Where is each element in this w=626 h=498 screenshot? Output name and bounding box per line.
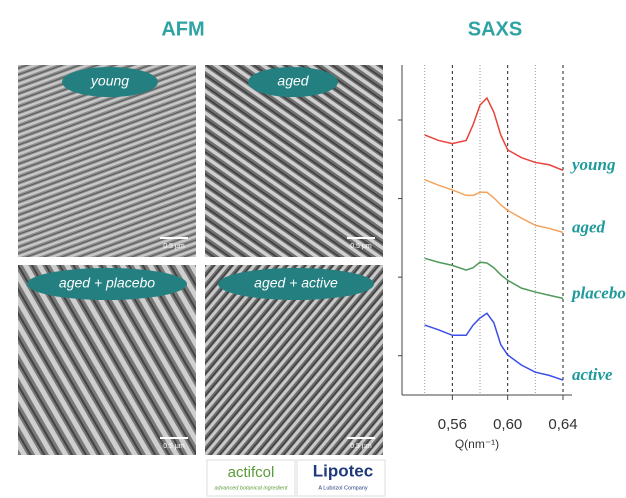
label-oval — [218, 268, 374, 300]
logo-text: Lipotec — [313, 461, 373, 480]
panel-label: young — [90, 73, 129, 89]
saxs-title: SAXS — [468, 18, 522, 40]
afm-panel: aged 0.5 µm — [205, 65, 383, 257]
label-oval — [62, 67, 158, 97]
series-line — [424, 179, 564, 234]
logo-box — [206, 459, 296, 497]
logo-box — [296, 459, 386, 497]
afm-image — [205, 65, 383, 257]
logos: actifcol advanced botanical ingredient L… — [206, 459, 386, 497]
series-label: aged — [572, 217, 606, 236]
scale-label: 0.5 µm — [163, 243, 185, 250]
afm-image — [18, 65, 196, 257]
x-tick-label: 0,56 — [438, 416, 467, 433]
label-oval — [27, 268, 187, 300]
afm-panel: young 0.5 µm — [18, 65, 196, 257]
panel-label: aged + placebo — [59, 275, 155, 291]
series-label: active — [572, 365, 613, 384]
x-tick-label: 0,60 — [493, 416, 522, 433]
panel-label: aged — [277, 73, 309, 89]
saxs-chart: 0,56 0,60 0,64 Q(nm⁻¹) young aged placebo activ… — [398, 65, 626, 451]
x-tick-label: 0,64 — [548, 416, 577, 433]
panel-label: aged + active — [254, 275, 338, 291]
afm-panel: aged + active 0.5 µm — [205, 265, 383, 455]
series-line — [424, 312, 564, 381]
series-label: young — [570, 155, 616, 174]
logo-tagline: advanced botanical ingredient — [214, 485, 288, 491]
afm-title: AFM — [161, 18, 204, 40]
scale-label: 0.5 µm — [163, 443, 185, 450]
series-line — [424, 257, 564, 300]
series-label: placebo — [570, 283, 626, 302]
label-oval — [248, 67, 338, 97]
logo-text: actifcol — [228, 464, 275, 481]
x-axis-label: Q(nm⁻¹) — [455, 437, 499, 451]
scale-label: 0.5 µm — [350, 443, 372, 450]
logo-tagline: A Lubrizol Company — [318, 485, 367, 491]
afm-panel: aged + placebo 0.5 µm — [18, 265, 196, 455]
scale-label: 0.5 µm — [350, 243, 372, 250]
series-line — [424, 96, 564, 171]
